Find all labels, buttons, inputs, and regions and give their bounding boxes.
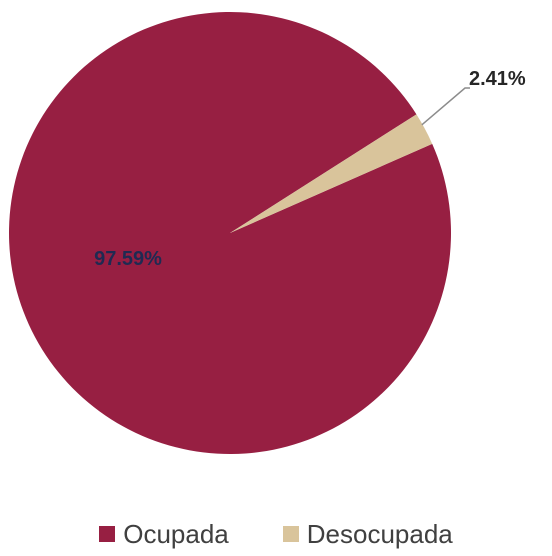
legend-item-desocupada: Desocupada [282,518,453,550]
legend-swatch-desocupada [282,526,299,542]
data-label-desocupada: 2.41% [469,68,526,90]
legend: Ocupada Desocupada [0,514,552,554]
leader-lines [421,87,470,126]
pie-slices [9,11,451,455]
leader-line-desocupada [421,87,470,126]
legend-label-ocupada: Ocupada [123,518,229,549]
legend-label-desocupada: Desocupada [306,518,453,549]
data-labels: 97.59% 2.41% [94,68,526,270]
data-label-ocupada: 97.59% [94,248,162,270]
pie-slice-desocupada [230,114,433,233]
legend-item-ocupada: Ocupada [99,519,229,550]
legend-swatch-ocupada [99,526,116,542]
